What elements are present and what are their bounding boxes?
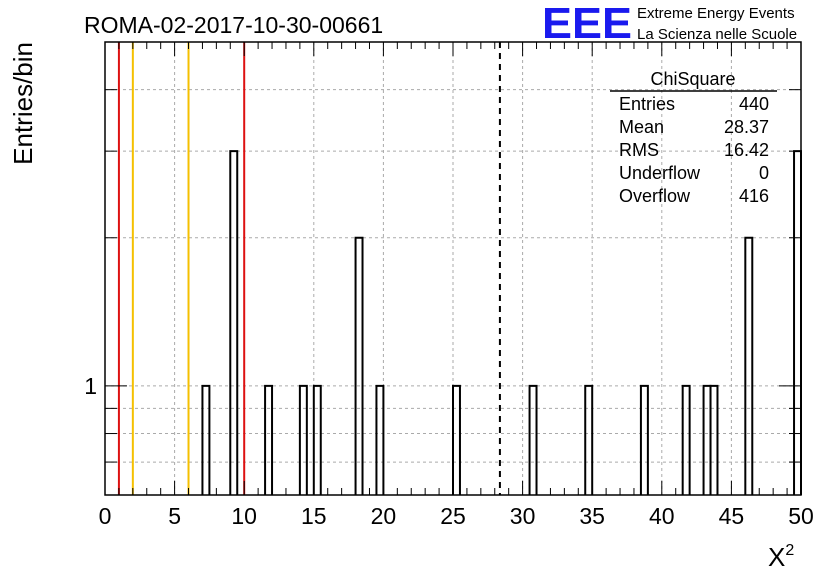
axes: 0 5 10 15 20 25 30 35 40 45 50 1 bbox=[84, 41, 814, 529]
stats-label: RMS bbox=[619, 140, 659, 160]
histogram-bar bbox=[264, 384, 274, 495]
stats-rows: Entries 440 Mean 28.37 RMS 16.42 Underflow 0 Ove… bbox=[619, 94, 769, 206]
stats-value: 440 bbox=[739, 94, 769, 114]
run-title: ROMA-02-2017-10-30-00661 bbox=[84, 12, 383, 38]
x-axis-label-base: X bbox=[768, 542, 785, 572]
histogram-bar bbox=[584, 384, 594, 495]
histogram-bar bbox=[201, 384, 211, 495]
logo-line-1: Extreme Energy Events bbox=[637, 5, 795, 22]
histogram-bar bbox=[229, 150, 239, 495]
histogram-bar bbox=[375, 384, 385, 495]
logo-line-2: La Scienza nelle Scuole bbox=[637, 26, 797, 43]
histogram-bar bbox=[793, 150, 802, 495]
x-tick-label: 30 bbox=[510, 503, 536, 529]
histogram-bars bbox=[201, 150, 802, 495]
eee-logo-letters: EEE bbox=[542, 0, 632, 48]
x-tick-label: 45 bbox=[719, 503, 745, 529]
stats-value: 16.42 bbox=[724, 140, 769, 160]
y-tick-label: 1 bbox=[84, 373, 97, 399]
histogram-bar bbox=[452, 384, 461, 495]
x-tick-label: 5 bbox=[168, 503, 181, 529]
histogram-bar bbox=[312, 384, 322, 495]
histogram-bar bbox=[298, 384, 308, 495]
stats-label: Mean bbox=[619, 117, 664, 137]
x-axis-label: X2 bbox=[768, 542, 794, 572]
histogram-bar bbox=[639, 384, 649, 495]
x-tick-label: 15 bbox=[301, 503, 327, 529]
x-tick-label: 0 bbox=[99, 503, 112, 529]
x-tick-label: 25 bbox=[440, 503, 466, 529]
histogram-bar bbox=[709, 384, 719, 495]
histogram-bar bbox=[702, 384, 712, 495]
stats-title: ChiSquare bbox=[650, 69, 735, 89]
eee-logo: EEE Extreme Energy Events La Scienza nel… bbox=[542, 0, 797, 48]
x-tick-label: 10 bbox=[231, 503, 257, 529]
stats-box: ChiSquare Entries 440 Mean 28.37 RMS 16.42 Und… bbox=[610, 69, 777, 206]
histogram-bar bbox=[744, 236, 754, 495]
histogram-bar bbox=[681, 384, 691, 495]
stats-label: Underflow bbox=[619, 163, 701, 183]
y-axis-label: Entries/bin bbox=[8, 42, 38, 165]
histogram-bar bbox=[354, 236, 364, 495]
x-tick-label: 20 bbox=[371, 503, 397, 529]
stats-label: Overflow bbox=[619, 186, 691, 206]
reference-lines bbox=[117, 42, 501, 495]
stats-value: 416 bbox=[739, 186, 769, 206]
stats-label: Entries bbox=[619, 94, 675, 114]
x-tick-label: 40 bbox=[649, 503, 675, 529]
x-axis-label-superscript: 2 bbox=[785, 542, 794, 559]
stats-value: 28.37 bbox=[724, 117, 769, 137]
x-tick-label: 35 bbox=[579, 503, 605, 529]
x-tick-label: 50 bbox=[788, 503, 814, 529]
stats-value: 0 bbox=[759, 163, 769, 183]
histogram-bar bbox=[528, 384, 538, 495]
